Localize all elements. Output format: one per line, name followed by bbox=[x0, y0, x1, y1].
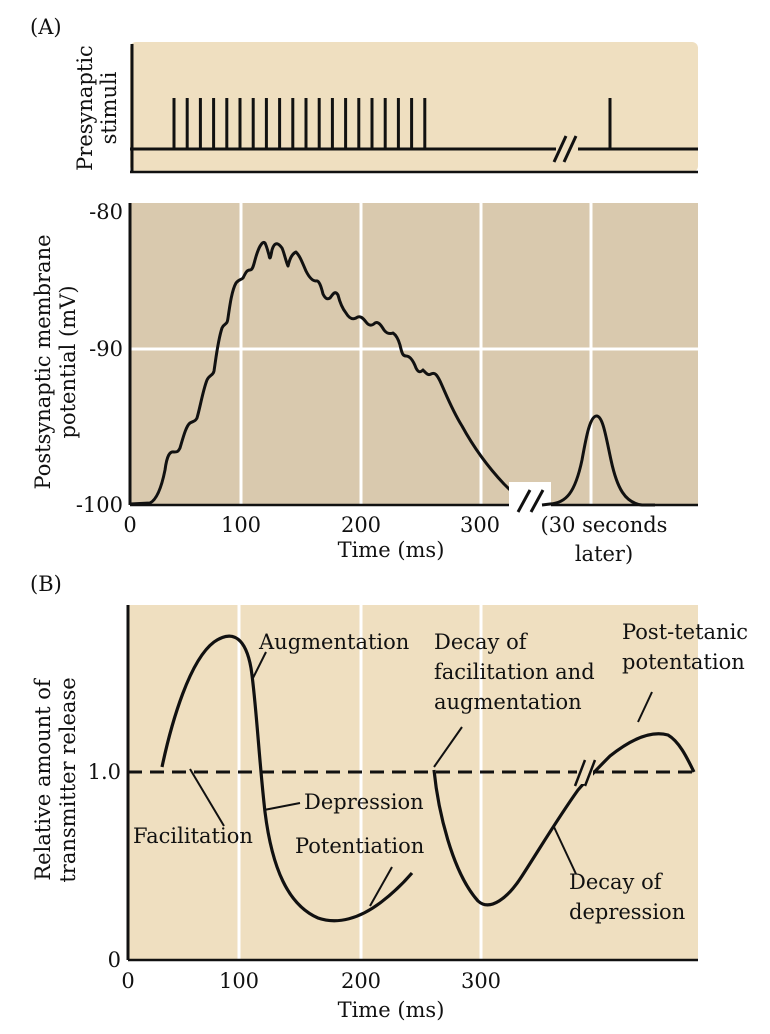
potential-panel bbox=[130, 203, 698, 505]
ytick-1-0: 1.0 bbox=[88, 760, 121, 784]
label-post-tetanic-line2: potentation bbox=[622, 650, 745, 674]
xtick-b-0: 0 bbox=[121, 969, 134, 993]
xtick-a-0: 0 bbox=[123, 513, 136, 537]
stimuli-ylabel-line1: Presynaptic bbox=[73, 45, 97, 171]
label-decay-depression-line2: depression bbox=[569, 900, 685, 924]
label-augmentation: Augmentation bbox=[258, 630, 409, 654]
label-potentiation: Potentiation bbox=[295, 834, 424, 858]
stimulus-spikes bbox=[172, 98, 612, 149]
ytick-minus-100: -100 bbox=[76, 493, 123, 517]
label-facilitation: Facilitation bbox=[133, 824, 253, 848]
xtick-a-200: 200 bbox=[341, 513, 381, 537]
release-gridlines bbox=[237, 605, 483, 960]
stimuli-axis-break bbox=[552, 135, 578, 163]
y-axis-label-a-line2: potential (mV) bbox=[56, 285, 80, 438]
later-label-line1: (30 seconds bbox=[541, 513, 668, 537]
stimuli-ylabel-line2: stimuli bbox=[97, 71, 121, 144]
label-decay-facilitation-line1: Decay of bbox=[434, 630, 529, 654]
stimuli-panel bbox=[130, 42, 698, 172]
release-curve-tetanus bbox=[160, 634, 414, 923]
xtick-b-100: 100 bbox=[219, 969, 259, 993]
later-label-line2: later) bbox=[575, 542, 633, 566]
ytick-0: 0 bbox=[108, 948, 121, 972]
release-curve-recovery bbox=[432, 732, 696, 907]
panel-a-tag: (A) bbox=[30, 15, 62, 39]
panel-b-tag: (B) bbox=[30, 572, 62, 596]
xtick-b-300: 300 bbox=[461, 969, 501, 993]
annotation-leaders bbox=[189, 651, 653, 907]
label-depression: Depression bbox=[304, 790, 424, 814]
label-decay-facilitation-line3: augmentation bbox=[434, 690, 582, 714]
xtick-a-300: 300 bbox=[460, 513, 500, 537]
potential-break-gap bbox=[509, 482, 551, 512]
y-axis-label-b-line1: Relative amount of bbox=[31, 677, 55, 880]
ytick-minus-90: -90 bbox=[89, 337, 123, 361]
label-post-tetanic-line1: Post-tetanic bbox=[622, 620, 748, 644]
later-response-trace bbox=[541, 414, 655, 507]
xtick-b-200: 200 bbox=[341, 969, 381, 993]
release-panel bbox=[128, 605, 698, 960]
ytick-minus-80: -80 bbox=[89, 200, 123, 224]
label-decay-depression-line1: Decay of bbox=[569, 870, 664, 894]
label-decay-facilitation-line2: facilitation and bbox=[434, 660, 595, 684]
x-axis-label-b: Time (ms) bbox=[338, 998, 445, 1022]
release-axis-break bbox=[573, 759, 597, 787]
y-axis-label-b-line2: transmitter release bbox=[56, 677, 80, 882]
potential-axis-break bbox=[516, 489, 545, 513]
y-axis-label-a-line1: Postsynaptic membrane bbox=[31, 234, 55, 489]
xtick-a-100: 100 bbox=[221, 513, 261, 537]
x-axis-label-a: Time (ms) bbox=[338, 538, 445, 562]
potential-trace bbox=[129, 240, 529, 506]
